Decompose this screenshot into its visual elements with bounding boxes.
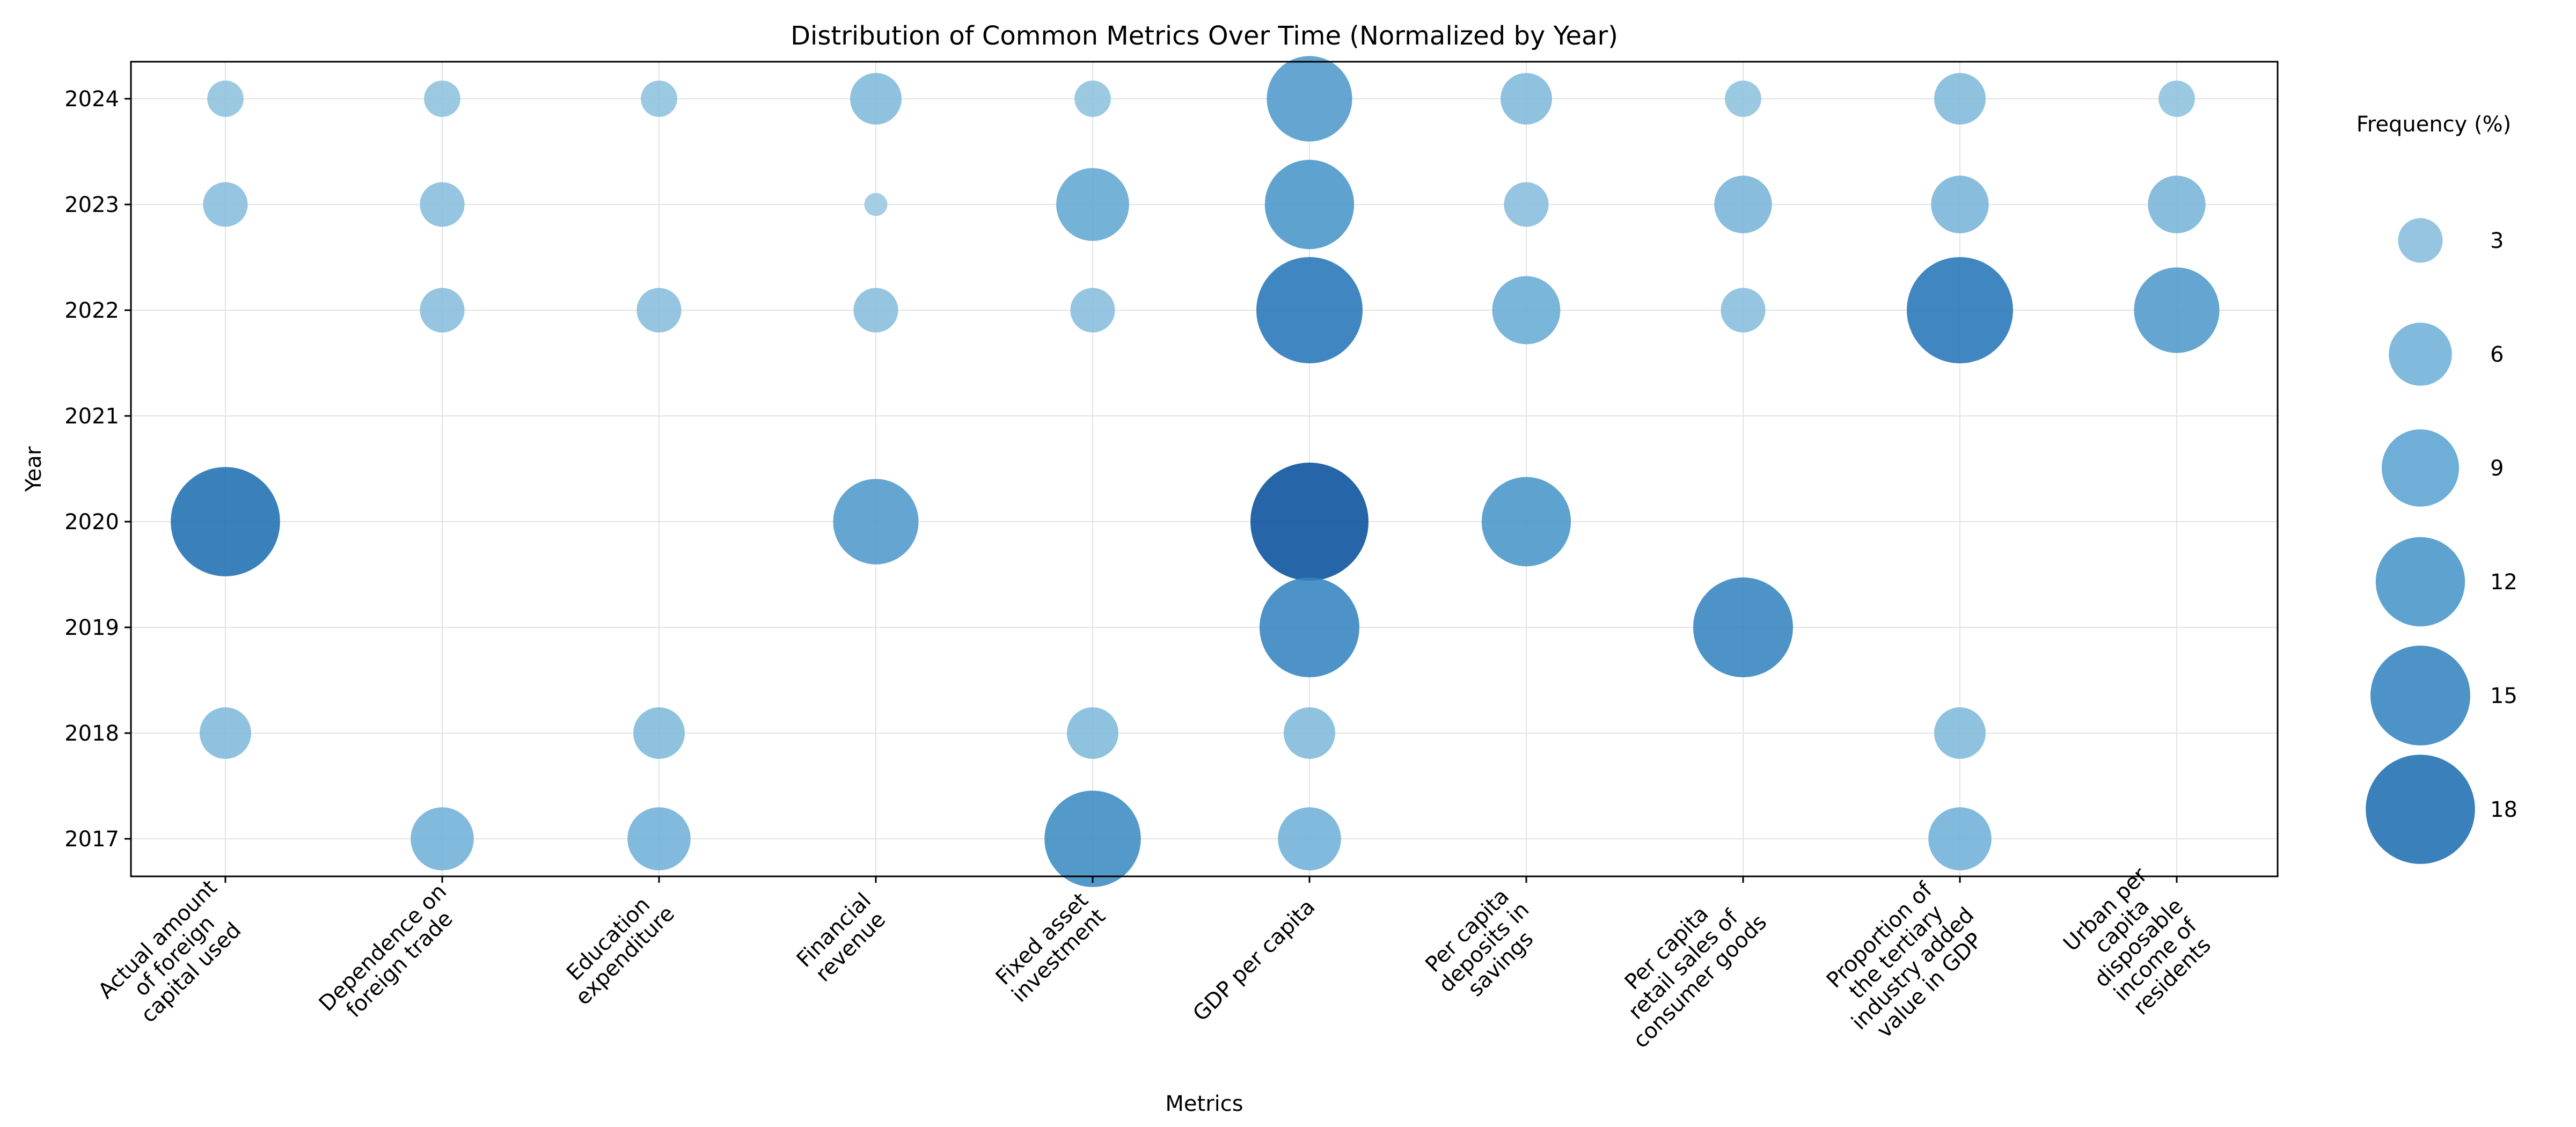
bubble <box>1721 288 1766 333</box>
bubble <box>2148 175 2206 233</box>
x-tick-label: GDP per capita <box>1188 895 1320 1026</box>
legend-title: Frequency (%) <box>2357 112 2512 137</box>
bubble <box>636 288 682 333</box>
bubble <box>1934 73 1986 125</box>
bubble <box>200 707 251 759</box>
y-axis-label: Year <box>21 446 46 492</box>
bubble <box>1260 577 1359 677</box>
x-tick-label-text: Per capitadeposits insavings <box>1417 881 1551 1014</box>
x-tick-label: Per capitadeposits insavings <box>1417 881 1551 1014</box>
bubble <box>171 467 280 576</box>
bubble <box>1481 477 1571 567</box>
bubble <box>1931 175 1989 233</box>
x-tick-label: Educationexpenditure <box>554 884 679 1010</box>
legend-label: 18 <box>2490 797 2518 822</box>
bubble <box>1067 707 1118 759</box>
x-tick-label-text: Per capitaretail sales ofconsumer goods <box>1595 876 1772 1053</box>
y-tick-label: 2021 <box>64 404 119 429</box>
legend-label: 12 <box>2490 570 2518 595</box>
x-axis-label: Metrics <box>1165 1092 1243 1116</box>
bubble <box>853 288 898 333</box>
x-tick-label-text: Proportion ofthe tertiaryindustry addedv… <box>1813 869 1995 1051</box>
bubble <box>1501 73 1552 125</box>
bubble <box>1264 159 1355 250</box>
bubble <box>1278 807 1341 870</box>
legend-bubble <box>2398 218 2443 263</box>
bubble <box>2158 80 2195 117</box>
bubble <box>420 182 465 227</box>
bubble <box>1250 463 1368 581</box>
legend-label: 3 <box>2490 229 2504 253</box>
size-legend: Frequency (%) 3 6 9 12 15 18 <box>2357 112 2518 864</box>
bubble <box>833 479 919 565</box>
bubble <box>1693 577 1793 677</box>
x-tick-label-text: Educationexpenditure <box>554 884 679 1010</box>
x-tick-label-text: Actual amountof foreigncapital used <box>93 875 255 1037</box>
bubble <box>1267 56 1352 142</box>
bubble <box>1070 288 1115 333</box>
y-tick-label: 2020 <box>64 510 119 535</box>
bubble <box>1256 257 1363 363</box>
y-tick-label: 2017 <box>64 827 119 852</box>
x-axis: Actual amountof foreigncapital used Depen… <box>93 860 2221 1053</box>
bubble <box>627 807 691 870</box>
x-tick-label-line: GDP per capita <box>1188 895 1320 1026</box>
bubble <box>1504 182 1549 227</box>
x-tick-label: Financialrevenue <box>792 888 892 989</box>
y-tick-label: 2019 <box>64 616 119 640</box>
legend-bubble <box>2370 646 2470 745</box>
bubble <box>641 80 677 117</box>
bubble <box>1044 791 1141 887</box>
bubble <box>633 707 685 759</box>
bubble <box>424 80 460 117</box>
bubble <box>1284 707 1335 759</box>
x-tick-label: Urban percapitadisposableincome ofreside… <box>2056 860 2221 1026</box>
x-tick-label-text: Financialrevenue <box>792 888 892 989</box>
x-tick-label-text: Urban percapitadisposableincome ofreside… <box>2056 860 2221 1026</box>
bubble <box>1725 80 1761 117</box>
legend-label: 9 <box>2490 456 2504 481</box>
bubble <box>420 288 465 333</box>
bubble-layer <box>171 56 2220 887</box>
x-tick-label: Actual amountof foreigncapital used <box>93 875 255 1037</box>
legend-bubble <box>2366 755 2475 864</box>
y-tick-label: 2024 <box>64 87 119 112</box>
bubble <box>1492 276 1561 345</box>
legend-bubble <box>2389 323 2452 386</box>
y-tick-label: 2022 <box>64 298 119 323</box>
x-tick-label: Fixed assetinvestment <box>991 887 1110 1007</box>
bubble <box>850 73 902 125</box>
x-tick-label-text: Fixed assetinvestment <box>991 887 1110 1007</box>
y-axis: 2017 2018 2019 2020 2021 2022 2023 2024 <box>64 87 131 852</box>
bubble <box>864 193 888 216</box>
chart-title: Distribution of Common Metrics Over Time… <box>791 21 1618 51</box>
x-tick-label-text: GDP per capita <box>1188 895 1320 1026</box>
y-tick-label: 2018 <box>64 721 119 746</box>
bubble <box>411 807 474 870</box>
bubble <box>2134 267 2220 353</box>
legend-label: 6 <box>2490 342 2504 367</box>
plot-frame <box>130 61 2279 877</box>
legend-bubble <box>2375 537 2465 627</box>
legend-bubble <box>2382 429 2459 507</box>
x-tick-label: Proportion ofthe tertiaryindustry addedv… <box>1813 869 1995 1051</box>
bubble <box>1074 80 1111 117</box>
bubble <box>203 182 248 227</box>
x-tick-label: Dependence onforeign trade <box>314 879 469 1033</box>
y-tick-label: 2023 <box>64 193 119 217</box>
bubble <box>1714 175 1772 233</box>
bubble <box>207 80 244 117</box>
bubble <box>1934 707 1986 759</box>
x-tick-label: Per capitaretail sales ofconsumer goods <box>1595 876 1772 1053</box>
legend-label: 15 <box>2490 684 2518 708</box>
bubble <box>1928 807 1992 870</box>
x-tick-label-text: Dependence onforeign trade <box>314 879 469 1033</box>
bubble <box>1907 257 2013 363</box>
bubble <box>1056 168 1129 241</box>
